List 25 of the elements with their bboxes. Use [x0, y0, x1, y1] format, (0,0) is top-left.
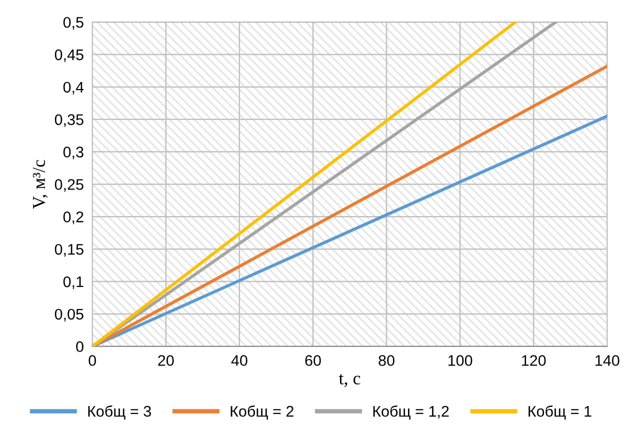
x-tick-label: 140	[596, 355, 620, 366]
x-tick-label: 20	[158, 355, 174, 366]
x-tick-label: 60	[305, 355, 321, 366]
y-tick-label: 0,05	[54, 308, 84, 322]
legend-label: Кобщ = 3	[88, 405, 151, 420]
x-tick-label: 0	[88, 355, 96, 366]
legend-label: Кобщ = 2	[230, 405, 294, 420]
y-tick-label: 0	[76, 341, 84, 352]
y-tick-label: 0,2	[63, 212, 84, 224]
legend-label: Кобщ = 1,2	[373, 405, 449, 420]
y-tick-label: 0,5	[63, 16, 84, 30]
y-tick-label: 0,4	[63, 82, 84, 94]
x-tick-label: 40	[231, 355, 248, 366]
y-tick-label: 0,35	[54, 114, 84, 127]
y-axis-title: V, м³/с	[32, 160, 48, 209]
x-tick-label: 100	[448, 355, 472, 366]
x-axis-title: t, с	[338, 374, 360, 388]
x-tick-label: 120	[522, 355, 546, 366]
y-tick-label: 0,25	[54, 179, 84, 192]
y-tick-label: 0,1	[63, 276, 84, 290]
y-tick-label: 0,3	[63, 146, 84, 160]
x-tick-label: 80	[378, 355, 394, 366]
y-tick-label: 0,15	[54, 244, 84, 257]
y-tick-label: 0,45	[54, 49, 84, 62]
legend-label: Кобщ = 1	[528, 405, 592, 420]
